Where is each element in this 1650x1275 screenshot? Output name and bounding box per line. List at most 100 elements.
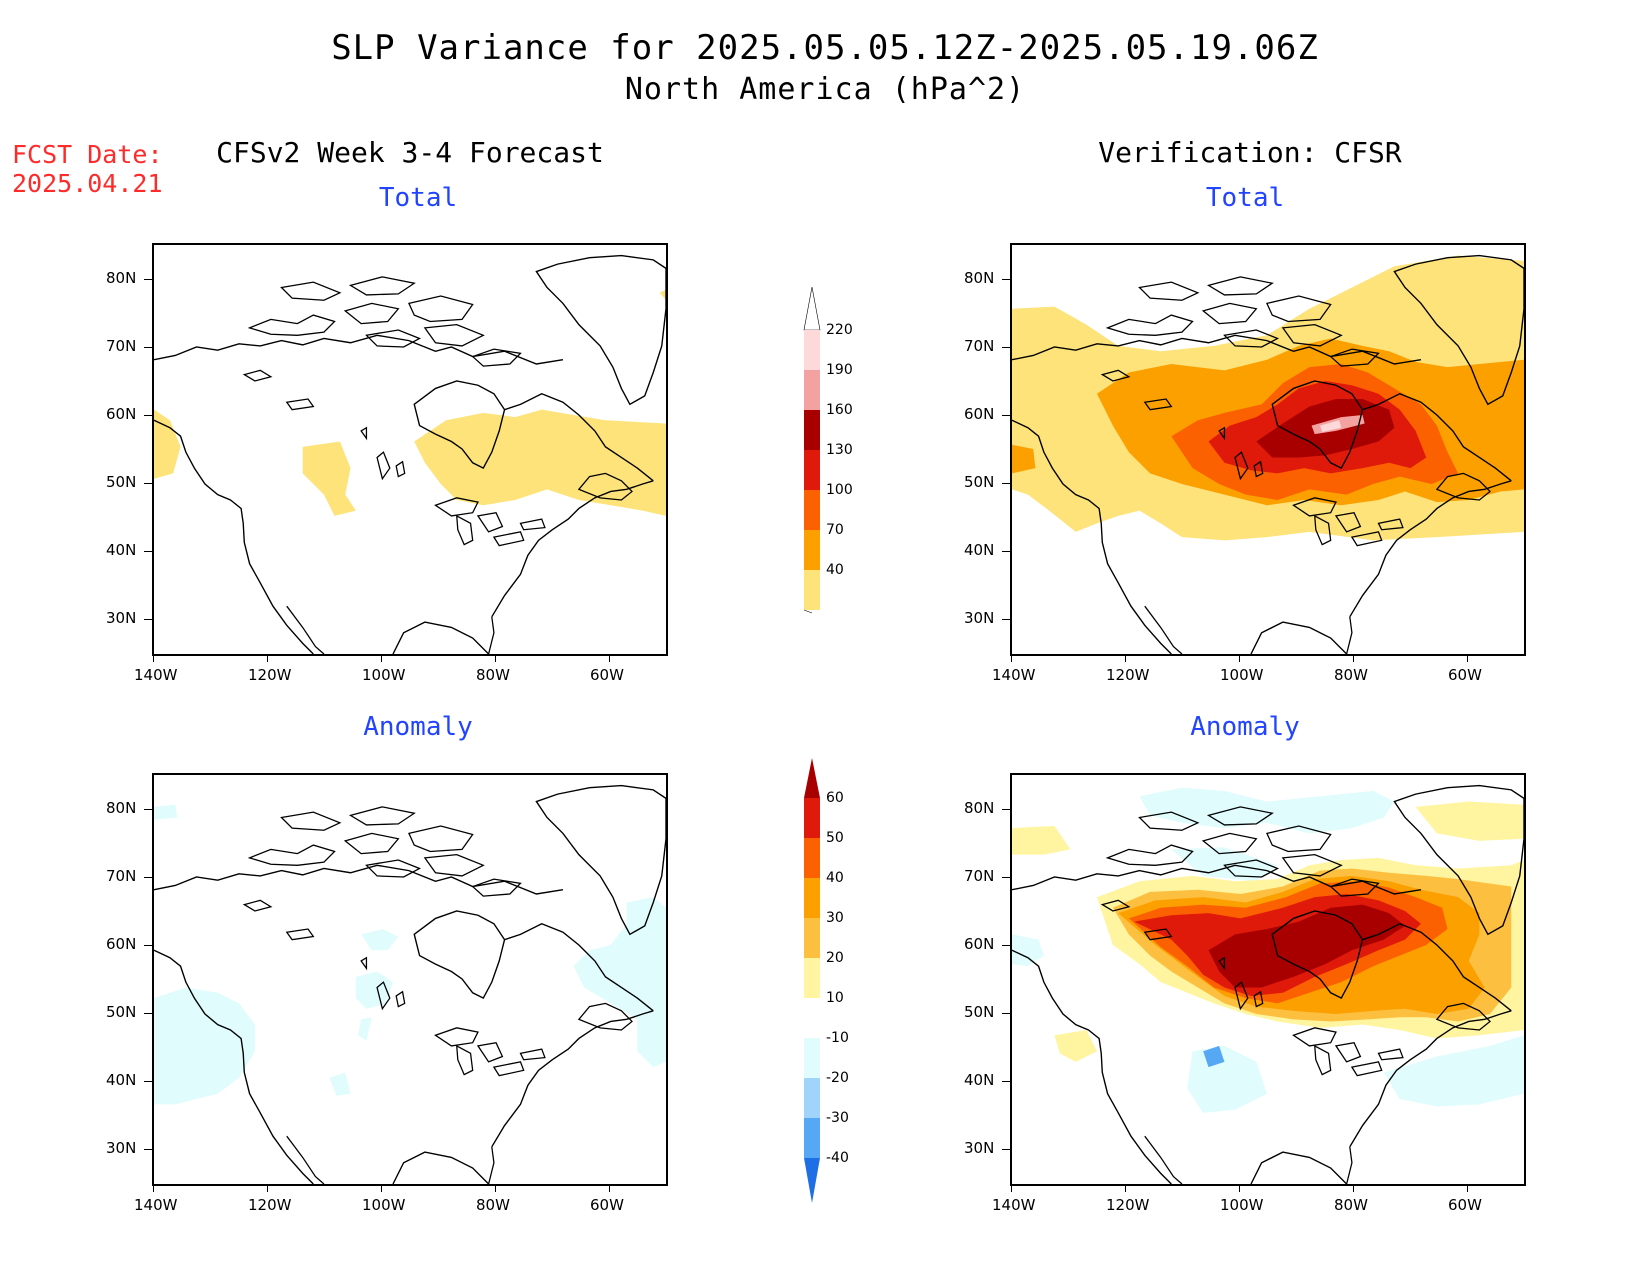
- verif-total-label: Total: [1205, 183, 1285, 213]
- lat-tick-mark: [1002, 415, 1010, 416]
- verif-anomaly-map: [1010, 773, 1526, 1186]
- lat-tick-label: 50N: [106, 1003, 137, 1021]
- lat-tick-label: 40N: [106, 1071, 137, 1089]
- lon-tick-mark: [381, 1184, 382, 1192]
- total-colorbar-label: 160: [826, 402, 853, 418]
- lon-tick-label: 80W: [1334, 1196, 1368, 1214]
- lon-tick-label: 60W: [590, 1196, 624, 1214]
- lat-tick-mark: [144, 415, 152, 416]
- lat-tick-label: 30N: [106, 1139, 137, 1157]
- lon-tick-label: 60W: [590, 666, 624, 684]
- anomaly-colorbar-label: -20: [826, 1070, 849, 1086]
- verif-total-map: [1010, 243, 1526, 656]
- lat-tick-label: 30N: [964, 1139, 995, 1157]
- lon-tick-mark: [1125, 654, 1126, 662]
- total-colorbar-label: 70: [826, 522, 844, 538]
- lon-tick-mark: [609, 1184, 610, 1192]
- lat-tick-mark: [144, 877, 152, 878]
- lon-tick-label: 80W: [1334, 666, 1368, 684]
- anomaly-colorbar-svg: [804, 758, 820, 1203]
- lon-tick-label: 60W: [1448, 1196, 1482, 1214]
- lon-tick-label: 120W: [248, 1196, 292, 1214]
- lat-tick-mark: [1002, 551, 1010, 552]
- lat-tick-mark: [1002, 347, 1010, 348]
- lon-tick-mark: [495, 1184, 496, 1192]
- lon-tick-label: 120W: [248, 666, 292, 684]
- total-colorbar-svg: [803, 286, 821, 615]
- lon-tick-label: 100W: [362, 666, 406, 684]
- lat-tick-mark: [1002, 877, 1010, 878]
- lat-tick-label: 80N: [106, 269, 137, 287]
- total-colorbar-label: 100: [826, 482, 853, 498]
- verif-anomaly-label: Anomaly: [1190, 712, 1300, 742]
- lon-tick-label: 100W: [1220, 1196, 1264, 1214]
- main-subtitle: North America (hPa^2): [624, 72, 1026, 107]
- lon-tick-mark: [609, 654, 610, 662]
- lat-tick-label: 70N: [106, 867, 137, 885]
- lat-tick-mark: [144, 1081, 152, 1082]
- lon-tick-mark: [153, 654, 154, 662]
- lon-tick-label: 140W: [134, 666, 178, 684]
- lat-tick-label: 40N: [106, 541, 137, 559]
- lon-tick-label: 140W: [992, 666, 1036, 684]
- lat-tick-mark: [144, 1013, 152, 1014]
- lat-tick-mark: [1002, 619, 1010, 620]
- lon-tick-mark: [1011, 1184, 1012, 1192]
- lat-tick-label: 30N: [964, 609, 995, 627]
- lat-tick-mark: [1002, 279, 1010, 280]
- total-colorbar-label: 190: [826, 362, 853, 378]
- lat-tick-label: 70N: [964, 867, 995, 885]
- lat-tick-mark: [144, 279, 152, 280]
- lat-tick-label: 60N: [106, 405, 137, 423]
- lat-tick-label: 80N: [964, 799, 995, 817]
- lon-tick-label: 140W: [134, 1196, 178, 1214]
- lat-tick-mark: [144, 619, 152, 620]
- anomaly-colorbar-label: 50: [826, 830, 844, 846]
- lon-tick-mark: [267, 1184, 268, 1192]
- lon-tick-label: 140W: [992, 1196, 1036, 1214]
- lat-tick-mark: [1002, 945, 1010, 946]
- lat-tick-label: 70N: [106, 337, 137, 355]
- lat-tick-mark: [144, 347, 152, 348]
- anomaly-colorbar: [804, 758, 820, 1208]
- lon-tick-label: 80W: [476, 1196, 510, 1214]
- lat-tick-mark: [1002, 809, 1010, 810]
- lon-tick-label: 100W: [1220, 666, 1264, 684]
- lat-tick-mark: [1002, 1081, 1010, 1082]
- lon-tick-mark: [1239, 1184, 1240, 1192]
- lat-tick-mark: [1002, 1013, 1010, 1014]
- forecast-anomaly-map: [152, 773, 668, 1186]
- lon-tick-label: 60W: [1448, 666, 1482, 684]
- lat-tick-label: 60N: [964, 405, 995, 423]
- fcst-date-line1: FCST Date:: [12, 140, 163, 169]
- forecast-total-label: Total: [378, 183, 458, 213]
- lon-tick-mark: [153, 1184, 154, 1192]
- lat-tick-label: 50N: [964, 473, 995, 491]
- fcst-date-label: FCST Date: 2025.04.21: [12, 140, 163, 198]
- lon-tick-mark: [1011, 654, 1012, 662]
- lat-tick-label: 80N: [106, 799, 137, 817]
- anomaly-colorbar-label: -10: [826, 1030, 849, 1046]
- lat-tick-label: 40N: [964, 541, 995, 559]
- forecast-total-map: [152, 243, 668, 656]
- lon-tick-label: 120W: [1106, 666, 1150, 684]
- anomaly-colorbar-label: 60: [826, 790, 844, 806]
- anomaly-colorbar-label: 40: [826, 870, 844, 886]
- anomaly-colorbar-label: 10: [826, 990, 844, 1006]
- lat-tick-mark: [144, 1149, 152, 1150]
- lat-tick-mark: [1002, 1149, 1010, 1150]
- main-title: SLP Variance for 2025.05.05.12Z-2025.05.…: [331, 28, 1319, 68]
- lon-tick-mark: [1353, 1184, 1354, 1192]
- lon-tick-mark: [1125, 1184, 1126, 1192]
- lat-tick-label: 70N: [964, 337, 995, 355]
- lon-tick-label: 120W: [1106, 1196, 1150, 1214]
- lat-tick-label: 50N: [106, 473, 137, 491]
- lon-tick-mark: [1239, 654, 1240, 662]
- lat-tick-mark: [144, 551, 152, 552]
- total-colorbar-label: 40: [826, 562, 844, 578]
- forecast-anomaly-label: Anomaly: [363, 712, 473, 742]
- lat-tick-label: 50N: [964, 1003, 995, 1021]
- anomaly-colorbar-label: -40: [826, 1150, 849, 1166]
- anomaly-colorbar-label: 20: [826, 950, 844, 966]
- lat-tick-mark: [144, 483, 152, 484]
